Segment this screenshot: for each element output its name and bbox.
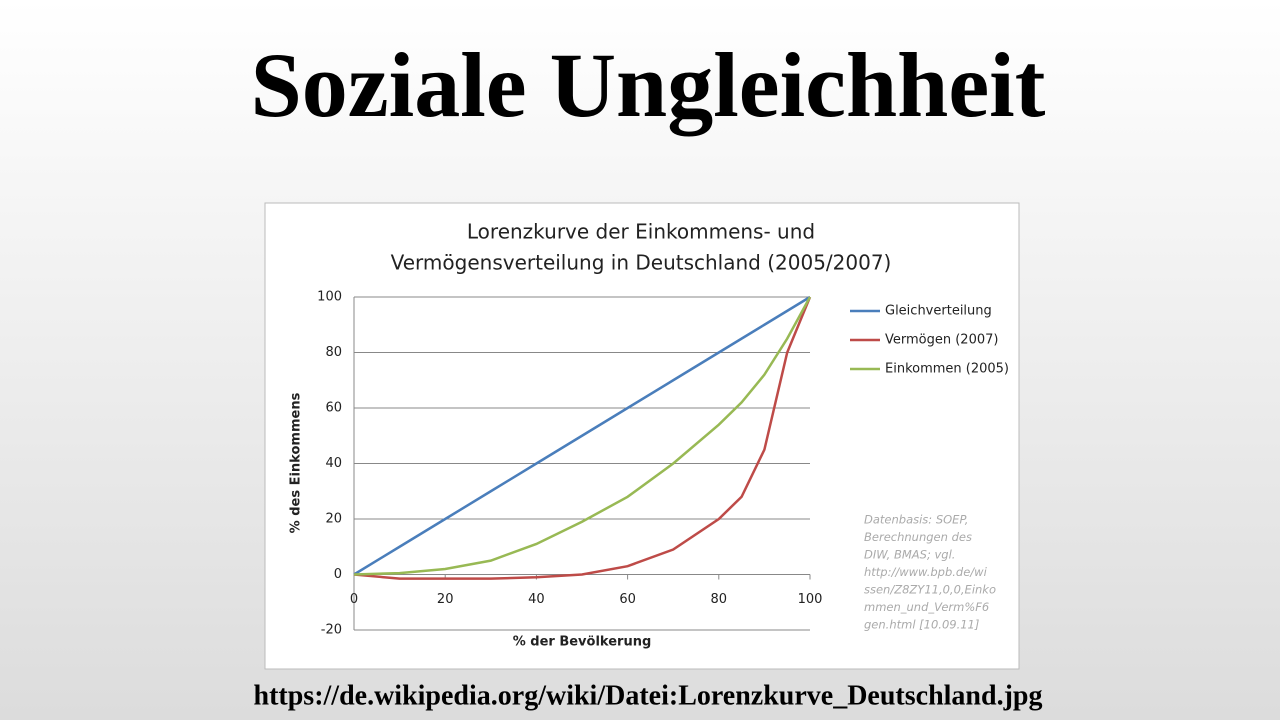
y-tick-label: 100	[317, 290, 342, 305]
chart-title: Vermögensverteilung in Deutschland (2005…	[391, 251, 892, 275]
annotation: http://www.bpb.de/wi	[864, 565, 988, 579]
annotation: Berechnungen des	[864, 530, 972, 544]
source-url: https://de.wikipedia.org/wiki/Datei:Lore…	[254, 680, 1043, 711]
y-tick-label: 60	[325, 401, 342, 416]
x-tick-label: 80	[711, 592, 728, 607]
series-line	[353, 295, 811, 576]
chart-frame	[264, 202, 1020, 670]
series-line	[353, 296, 812, 580]
chart-title: Lorenzkurve der Einkommens- und	[467, 220, 815, 244]
y-tick-label: -20	[321, 623, 342, 638]
annotation: ssen/Z8ZY11,0,0,Einko	[864, 583, 996, 597]
x-tick-label: 0	[350, 592, 358, 607]
x-tick-label: 40	[528, 592, 545, 607]
legend-label: Gleichverteilung	[885, 304, 992, 319]
x-tick-label: 100	[798, 592, 823, 607]
annotation: gen.html [10.09.11]	[864, 618, 979, 632]
slide-title: Soziale Ungleichheit	[251, 34, 1046, 136]
y-tick-label: 40	[325, 456, 342, 471]
y-axis-label: % des Einkommens	[289, 392, 304, 533]
x-tick-label: 60	[619, 592, 636, 607]
annotation: Datenbasis: SOEP,	[864, 513, 968, 527]
series-line	[353, 296, 812, 576]
y-tick-label: 0	[334, 567, 342, 582]
y-tick-label: 20	[325, 512, 342, 527]
x-axis-label: % der Bevölkerung	[513, 635, 652, 650]
x-tick-label: 20	[437, 592, 454, 607]
annotation: DIW, BMAS; vgl.	[864, 548, 955, 562]
annotation: mmen_und_Verm%F6	[864, 600, 989, 614]
legend-label: Einkommen (2005)	[885, 362, 1009, 377]
legend-label: Vermögen (2007)	[885, 333, 998, 348]
y-tick-label: 80	[325, 345, 342, 360]
